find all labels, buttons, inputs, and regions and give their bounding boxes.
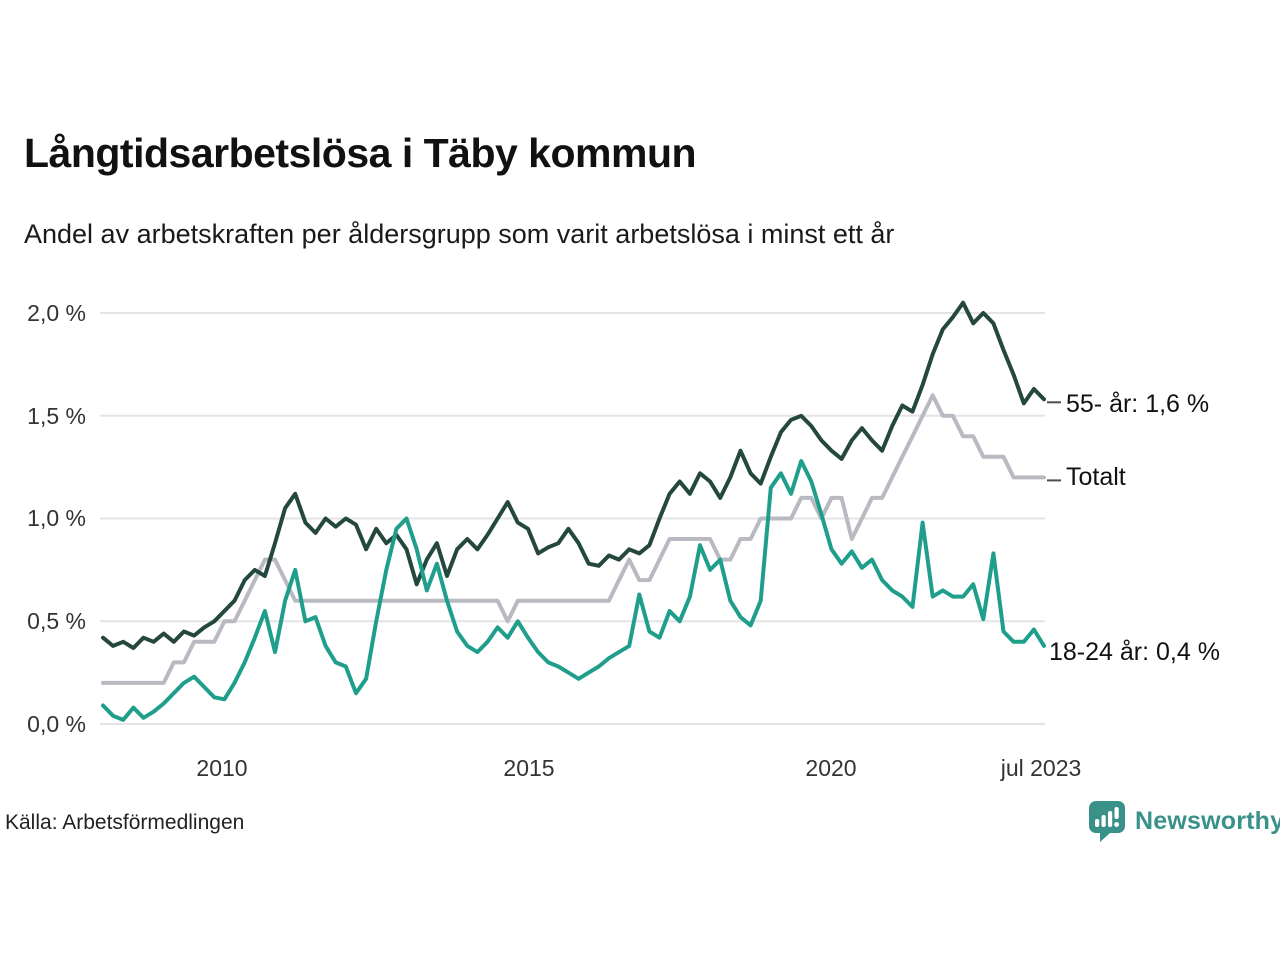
- chart-subtitle: Andel av arbetskraften per åldersgrupp s…: [24, 219, 895, 249]
- newsworthy-wordmark: Newsworthy: [1135, 807, 1280, 835]
- x-axis-tick-label: 2015: [503, 755, 555, 781]
- y-axis-tick-label: 1,5 %: [27, 403, 86, 429]
- series-annotation-18-24-ar: 18-24 år: 0,4 %: [1049, 638, 1220, 666]
- newsworthy-logo-icon: [1089, 801, 1125, 842]
- source-note: Källa: Arbetsförmedlingen: [5, 811, 245, 834]
- series-line-55-r: [101, 300, 1046, 650]
- series-annotation-totalt: Totalt: [1066, 463, 1126, 491]
- y-axis-tick-label: 0,5 %: [27, 608, 86, 634]
- newsworthy-branding: Newsworthy: [1088, 800, 1280, 843]
- y-axis-tick-label: 0,0 %: [27, 711, 86, 737]
- x-axis-tick-label: 2020: [805, 755, 857, 781]
- x-axis-tick-label: 2010: [196, 755, 248, 781]
- y-axis-tick-label: 2,0 %: [27, 300, 86, 326]
- x-axis-tick-label: jul 2023: [1000, 755, 1082, 781]
- y-axis-tick-label: 1,0 %: [27, 505, 86, 531]
- series-line-totalt: [101, 393, 1046, 685]
- series-line-18-24-r: [101, 459, 1046, 722]
- series-annotation-55-ar: 55- år: 1,6 %: [1066, 390, 1210, 418]
- page-title: Långtidsarbetslösa i Täby kommun: [24, 130, 697, 176]
